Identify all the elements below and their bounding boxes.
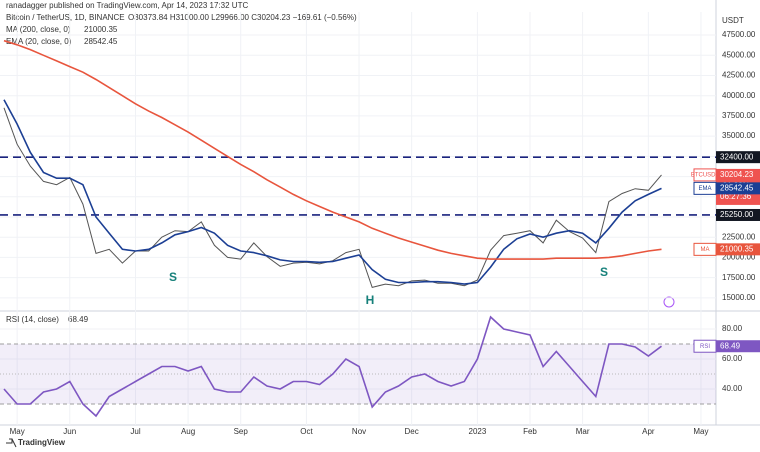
y-tick-label: 45000.00 <box>722 50 756 59</box>
x-tick-label: Nov <box>352 427 366 436</box>
y-tick-label: 60.00 <box>722 354 743 363</box>
level-tag <box>716 151 760 164</box>
level-label: 25250.00 <box>720 210 754 219</box>
y-tick-label: 40000.00 <box>722 91 756 100</box>
x-tick-label: 2023 <box>469 427 487 436</box>
symbol: Bitcoin / TetherUS, 1D, BINANCE <box>6 13 125 22</box>
x-tick-label: Jun <box>63 427 76 436</box>
x-tick-label: Jul <box>130 427 140 436</box>
level-tag <box>716 208 760 221</box>
tag-name: EMA <box>698 186 711 192</box>
pattern-label: S <box>169 270 177 284</box>
x-tick-label: Apr <box>642 427 655 436</box>
x-tick-label: Oct <box>300 427 313 436</box>
price-tag <box>716 243 760 256</box>
pattern-label: H <box>366 293 375 307</box>
level-label: 32400.00 <box>720 152 754 161</box>
tag-time: 06:27:36 <box>720 192 752 201</box>
price-tag-label: 68.49 <box>720 341 741 350</box>
y-tick-label: 47500.00 <box>722 30 756 39</box>
event-icon <box>663 296 675 308</box>
price-tag-label: 21000.35 <box>720 244 754 253</box>
series-line <box>3 99 662 285</box>
x-tick-label: Mar <box>576 427 590 436</box>
x-tick-label: May <box>693 427 708 436</box>
y-tick-label: 40.00 <box>722 384 743 393</box>
price-tag-label: 30204.23 <box>720 170 754 179</box>
y-tick-label: 15000.00 <box>722 293 756 302</box>
y-tick-label: 35000.00 <box>722 131 756 140</box>
x-tick-label: Aug <box>181 427 195 436</box>
brand: TradingView <box>18 438 66 447</box>
tag-name: RSI <box>700 344 710 350</box>
tag-name: BTCUSDT <box>691 172 720 178</box>
series-line <box>3 315 662 418</box>
y-tick-label: 37500.00 <box>722 111 756 120</box>
ma-legend-value: 21000.35 <box>84 25 118 34</box>
tag-name-box <box>693 242 717 256</box>
x-tick-label: May <box>10 427 25 436</box>
y-tick-label: 80.00 <box>722 324 743 333</box>
rsi-legend: RSI (14, close) <box>6 315 59 324</box>
y-tick-label: 42500.00 <box>722 71 756 80</box>
y-tick-label: 17500.00 <box>722 273 756 282</box>
tag-name-box <box>693 181 717 195</box>
tag-name-box <box>693 168 717 182</box>
currency: USDT <box>722 16 744 25</box>
tag-name-box <box>693 339 717 353</box>
price-tag <box>716 340 760 353</box>
price-tag-label: 28542.45 <box>720 183 754 192</box>
tag-name: MA <box>701 247 710 253</box>
ema-legend: EMA (20, close, 0) <box>6 37 72 46</box>
publisher: ranadagger published on TradingView.com,… <box>6 1 248 10</box>
x-tick-label: Sep <box>234 427 249 436</box>
y-tick-label: 20000.00 <box>722 253 756 262</box>
ema-legend-value: 28542.45 <box>84 37 118 46</box>
pattern-label: S <box>600 265 608 279</box>
x-tick-label: Feb <box>523 427 537 436</box>
series-line <box>3 39 662 260</box>
ohlc: O30373.84 H31000.00 L29966.00 C30204.23 … <box>128 13 357 22</box>
price-tag <box>716 182 760 195</box>
ma-legend: MA (200, close, 0) <box>6 25 71 34</box>
y-tick-label: 22500.00 <box>722 232 756 241</box>
rsi-legend-value: 68.49 <box>68 315 89 324</box>
brand-logo <box>6 438 17 448</box>
x-tick-label: Dec <box>405 427 419 436</box>
